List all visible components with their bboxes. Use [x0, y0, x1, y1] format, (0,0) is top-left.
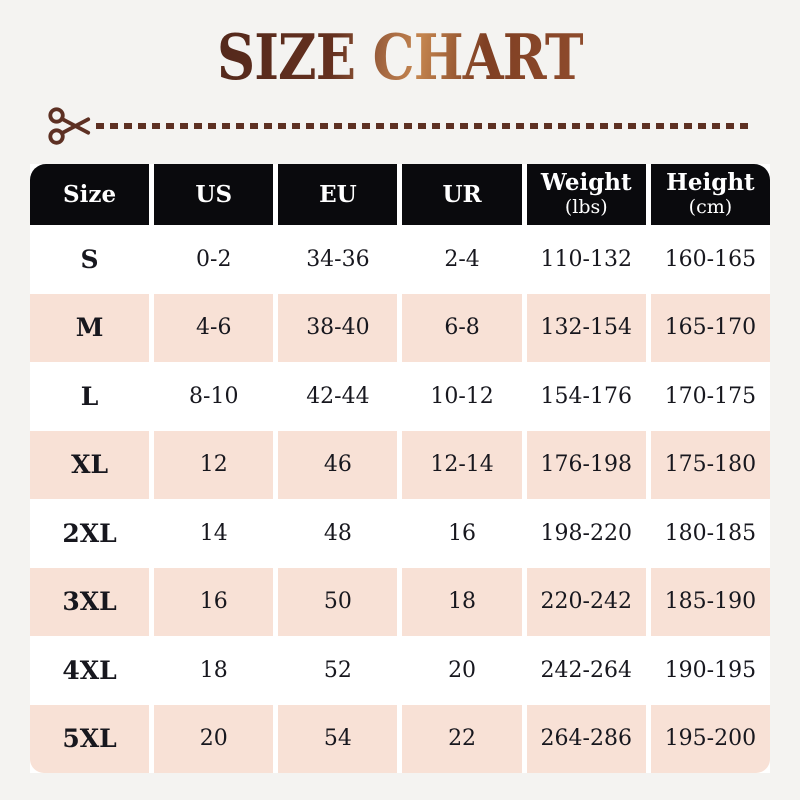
dashed-line — [96, 123, 748, 129]
cell-eu: 54 — [278, 704, 398, 773]
header-cell-size: Size — [30, 164, 150, 225]
cell-us: 8-10 — [154, 362, 274, 431]
cell-eu: 48 — [278, 499, 398, 568]
cell-us: 14 — [154, 499, 274, 568]
cell-weight_lbs: 264-286 — [526, 704, 646, 773]
cell-eu: 52 — [278, 636, 398, 705]
row-size-label: 5XL — [30, 704, 150, 773]
size-chart-table: Size US EU UR Weight (lbs) Height (cm) — [30, 164, 770, 773]
row-size-label: S — [30, 225, 150, 294]
cell-weight_lbs: 220-242 — [526, 567, 646, 636]
cell-height_cm: 175-180 — [650, 430, 770, 499]
cell-us: 12 — [154, 430, 274, 499]
header-cell-us: US — [154, 164, 274, 225]
row-size-label: 4XL — [30, 636, 150, 705]
cell-eu: 50 — [278, 567, 398, 636]
header-label: US — [195, 180, 233, 208]
cell-ur: 2-4 — [402, 225, 522, 294]
cell-us: 4-6 — [154, 293, 274, 362]
row-size-label: M — [30, 293, 150, 362]
cell-ur: 18 — [402, 567, 522, 636]
cell-weight_lbs: 110-132 — [526, 225, 646, 294]
cell-ur: 16 — [402, 499, 522, 568]
table-row-m: M 4-6 38-40 6-8 132-154 165-170 — [30, 293, 770, 362]
table-row-2xl: 2XL 14 48 16 198-220 180-185 — [30, 499, 770, 568]
header-cell-eu: EU — [278, 164, 398, 225]
cut-line-divider — [46, 102, 748, 150]
table-row-3xl: 3XL 16 50 18 220-242 185-190 — [30, 567, 770, 636]
cell-eu: 38-40 — [278, 293, 398, 362]
cell-us: 16 — [154, 567, 274, 636]
cell-ur: 12-14 — [402, 430, 522, 499]
cell-us: 20 — [154, 704, 274, 773]
cell-height_cm: 180-185 — [650, 499, 770, 568]
header-sublabel: (lbs) — [564, 196, 608, 218]
header-label: Size — [63, 180, 117, 208]
header-label: Height — [666, 169, 755, 196]
row-size-label: 3XL — [30, 567, 150, 636]
cell-ur: 10-12 — [402, 362, 522, 431]
cell-us: 18 — [154, 636, 274, 705]
header-cell-ur: UR — [402, 164, 522, 225]
table-row-4xl: 4XL 18 52 20 242-264 190-195 — [30, 636, 770, 705]
row-size-label: XL — [30, 430, 150, 499]
cell-weight_lbs: 198-220 — [526, 499, 646, 568]
cell-eu: 46 — [278, 430, 398, 499]
cell-weight_lbs: 132-154 — [526, 293, 646, 362]
cell-ur: 22 — [402, 704, 522, 773]
header-label: UR — [442, 180, 482, 208]
table-row-l: L 8-10 42-44 10-12 154-176 170-175 — [30, 362, 770, 431]
cell-weight_lbs: 154-176 — [526, 362, 646, 431]
header-sublabel: (cm) — [688, 196, 733, 218]
cell-height_cm: 170-175 — [650, 362, 770, 431]
title-area: SIZE CHART — [0, 0, 800, 95]
cell-us: 0-2 — [154, 225, 274, 294]
cell-weight_lbs: 176-198 — [526, 430, 646, 499]
page-title: SIZE CHART — [216, 21, 584, 95]
cell-weight_lbs: 242-264 — [526, 636, 646, 705]
header-label: Weight — [540, 169, 632, 196]
cell-height_cm: 160-165 — [650, 225, 770, 294]
table-row-s: S 0-2 34-36 2-4 110-132 160-165 — [30, 225, 770, 294]
cell-eu: 42-44 — [278, 362, 398, 431]
table-row-xl: XL 12 46 12-14 176-198 175-180 — [30, 430, 770, 499]
table-header-row: Size US EU UR Weight (lbs) Height (cm) — [30, 164, 770, 225]
header-cell-weight: Weight (lbs) — [526, 164, 646, 225]
header-label: EU — [319, 180, 357, 208]
cell-height_cm: 185-190 — [650, 567, 770, 636]
table-row-5xl: 5XL 20 54 22 264-286 195-200 — [30, 704, 770, 773]
cell-height_cm: 165-170 — [650, 293, 770, 362]
cell-height_cm: 190-195 — [650, 636, 770, 705]
row-size-label: L — [30, 362, 150, 431]
cell-ur: 6-8 — [402, 293, 522, 362]
header-cell-height: Height (cm) — [650, 164, 770, 225]
table-body: S 0-2 34-36 2-4 110-132 160-165 M 4-6 38-40 6-8 13… — [30, 225, 770, 773]
scissors-icon — [48, 107, 91, 145]
cell-ur: 20 — [402, 636, 522, 705]
row-size-label: 2XL — [30, 499, 150, 568]
cell-height_cm: 195-200 — [650, 704, 770, 773]
cell-eu: 34-36 — [278, 225, 398, 294]
